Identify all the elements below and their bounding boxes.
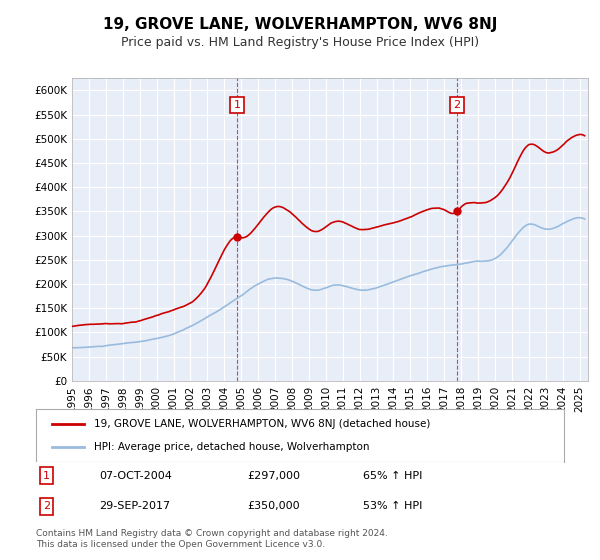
Text: 1: 1 [234,100,241,110]
Text: 2: 2 [454,100,460,110]
Text: 29-SEP-2017: 29-SEP-2017 [100,501,170,511]
Text: HPI: Average price, detached house, Wolverhampton: HPI: Average price, detached house, Wolv… [94,442,370,452]
Text: 2: 2 [43,501,50,511]
Text: 07-OCT-2004: 07-OCT-2004 [100,470,172,480]
Text: 65% ↑ HPI: 65% ↑ HPI [364,470,423,480]
Text: £350,000: £350,000 [247,501,300,511]
Text: 19, GROVE LANE, WOLVERHAMPTON, WV6 8NJ (detached house): 19, GROVE LANE, WOLVERHAMPTON, WV6 8NJ (… [94,419,430,429]
Text: 1: 1 [43,470,50,480]
Text: £297,000: £297,000 [247,470,300,480]
Text: 53% ↑ HPI: 53% ↑ HPI [364,501,423,511]
Text: 19, GROVE LANE, WOLVERHAMPTON, WV6 8NJ: 19, GROVE LANE, WOLVERHAMPTON, WV6 8NJ [103,17,497,32]
Text: Contains HM Land Registry data © Crown copyright and database right 2024.
This d: Contains HM Land Registry data © Crown c… [36,529,388,549]
Text: Price paid vs. HM Land Registry's House Price Index (HPI): Price paid vs. HM Land Registry's House … [121,36,479,49]
